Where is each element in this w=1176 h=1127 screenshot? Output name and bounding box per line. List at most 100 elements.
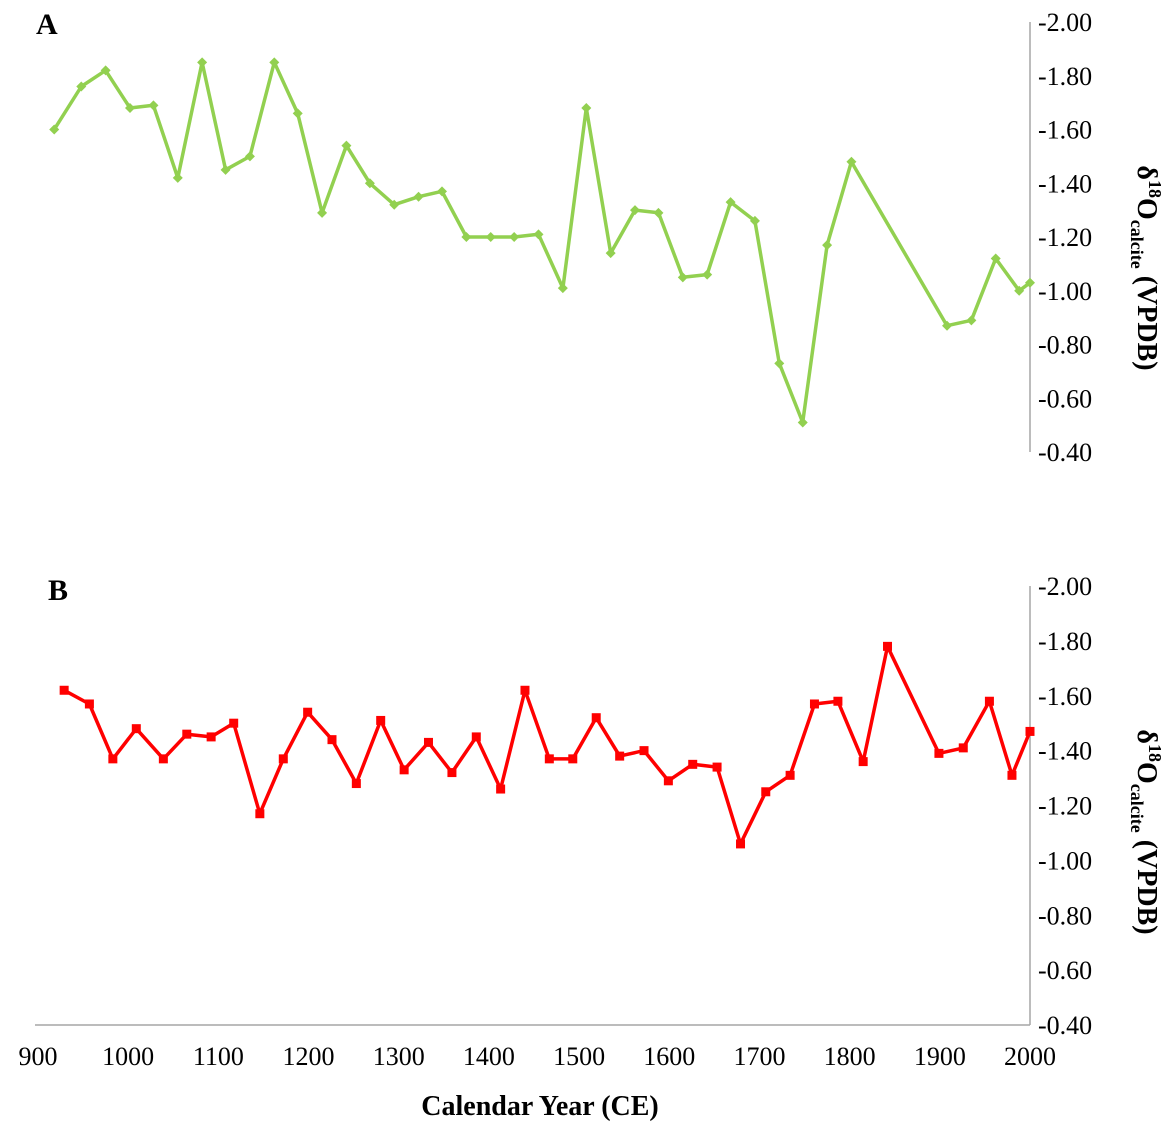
- panel-b-data-point: [591, 713, 601, 723]
- panel-a-data-point: [485, 232, 496, 242]
- panel-a-y-tick-label: -1.60: [1038, 116, 1092, 145]
- panel-a-data-point: [292, 108, 303, 119]
- panel-b-x-tick-labels: 900 1000 1100 1200 1300 1400 1500 1600 1700 1800 1…: [19, 1042, 1057, 1071]
- panel-b-ylabel-o: O: [1131, 762, 1162, 784]
- panel-b-data-point: [958, 743, 968, 753]
- panel-a-ylabel-sub: calcite: [1127, 220, 1147, 269]
- panel-b-data-point: [59, 685, 69, 695]
- x-tick-label: 1100: [193, 1042, 244, 1071]
- panel-a-y-tick-label: -0.80: [1038, 331, 1092, 360]
- panel-b-y-tick-label: -1.00: [1038, 846, 1092, 875]
- panel-a-y-tick-label: -0.40: [1038, 438, 1092, 467]
- x-tick-label: 1000: [102, 1042, 154, 1071]
- panel-a-y-tick-label: -1.80: [1038, 62, 1092, 91]
- panel-b-data-point: [399, 765, 409, 775]
- panel-b-data-point: [736, 839, 746, 849]
- panel-a-data-point: [76, 81, 87, 92]
- panel-b-data-point: [809, 699, 819, 709]
- panel-b-data-point: [663, 776, 673, 786]
- panel-a-y-tick-label: -0.60: [1038, 384, 1092, 413]
- panel-b-data-point: [423, 737, 433, 747]
- panel-b-data-point: [712, 762, 722, 772]
- panel-a-chart: A -2.00 -1.80 -1.60 -1.40 -1.20 -1.00 -0.80 -0.…: [36, 8, 1165, 467]
- panel-a-data-point: [533, 229, 544, 240]
- panel-b-data-point: [278, 754, 288, 764]
- panel-b-data-point: [761, 787, 771, 797]
- panel-a-y-tick-label: -1.40: [1038, 169, 1092, 198]
- panel-b-chart: B -2.00 -1.80 -1.60 -1.40 -1.20 -1.00 -0.80 -0.…: [19, 572, 1166, 1122]
- panel-a-data-point: [172, 172, 183, 183]
- panel-b-data-point: [447, 768, 457, 778]
- panel-a-data-point: [413, 191, 424, 202]
- panel-a-data-point: [749, 215, 760, 226]
- panel-b-ylabel-delta: δ: [1131, 729, 1162, 744]
- panel-a-data-point: [1014, 285, 1025, 296]
- panel-a-y-axis-title: δ18Ocalcite (VPDB): [1127, 165, 1165, 370]
- panel-a-data-point: [148, 100, 159, 111]
- x-tick-label: 1300: [373, 1042, 425, 1071]
- panel-b-y-tick-labels: -2.00 -1.80 -1.60 -1.40 -1.20 -1.00 -0.80 -0.60…: [1038, 572, 1092, 1040]
- panel-a-data-point: [966, 315, 977, 326]
- panel-a-y-tick-label: -1.00: [1038, 277, 1092, 306]
- panel-a-data-point: [49, 124, 60, 135]
- panel-a-data-point: [581, 103, 592, 113]
- x-tick-label: 1200: [283, 1042, 335, 1071]
- panel-b-data-point: [471, 732, 481, 742]
- panel-a-y-tick-labels: -2.00 -1.80 -1.60 -1.40 -1.20 -1.00 -0.80 -0.60…: [1038, 8, 1092, 467]
- panel-b-data-point: [544, 754, 554, 764]
- panel-b-data-point: [108, 754, 118, 764]
- panel-a-data-point: [702, 269, 713, 280]
- panel-a-data-point: [653, 207, 664, 218]
- panel-b-y-axis-title: δ18Ocalcite (VPDB): [1127, 729, 1165, 934]
- panel-a-data-point: [725, 197, 736, 208]
- panel-b-data-point: [883, 641, 893, 651]
- panel-a-ylabel-sup: 18: [1145, 180, 1165, 198]
- panel-b-data-point: [84, 699, 94, 709]
- panel-a-data-point: [364, 178, 375, 189]
- panel-a-data-point: [605, 248, 616, 259]
- x-tick-label: 1800: [824, 1042, 876, 1071]
- panel-a-data-point: [846, 156, 857, 167]
- panel-a-data-point: [990, 253, 1001, 264]
- panel-b-data-point: [496, 784, 506, 794]
- x-tick-label: 1900: [914, 1042, 966, 1071]
- x-tick-label: 2000: [1004, 1042, 1056, 1071]
- panel-b-data-point: [984, 696, 994, 706]
- panel-a-ylabel-delta: δ: [1131, 165, 1162, 180]
- panel-a-y-tick-label: -1.20: [1038, 223, 1092, 252]
- panel-b-data-point: [858, 757, 868, 767]
- panel-b-data-point: [255, 809, 265, 819]
- panel-b-data-point: [520, 685, 530, 695]
- x-tick-label: 1600: [643, 1042, 695, 1071]
- x-tick-label: 900: [19, 1042, 58, 1071]
- panel-b-data-point: [376, 715, 386, 725]
- panel-b-data-point: [158, 754, 168, 764]
- panel-b-ylabel-sub: calcite: [1127, 784, 1147, 833]
- panel-b-y-tick-label: -0.40: [1038, 1011, 1092, 1040]
- panel-a-data-point: [677, 272, 688, 283]
- panel-a-data-point: [461, 232, 472, 242]
- panel-b-data-point: [785, 770, 795, 780]
- panel-b-data-point: [182, 729, 192, 739]
- panel-b-data-point: [206, 732, 216, 742]
- panel-a-data-point: [557, 283, 568, 294]
- panel-b-letter: B: [48, 574, 68, 607]
- panel-a-data-point: [197, 57, 208, 68]
- panel-a-data-point: [124, 103, 135, 113]
- panel-a-data-point: [509, 232, 520, 242]
- panel-a-data-point: [1025, 277, 1035, 288]
- panel-b-markers: [59, 641, 1035, 849]
- panel-b-y-tick-label: -1.80: [1038, 627, 1092, 656]
- panel-a-data-point: [797, 417, 808, 428]
- panel-a-data-point: [389, 199, 400, 210]
- panel-b-data-point: [934, 748, 944, 758]
- panel-b-series-line: [63, 644, 1032, 846]
- panel-a-data-point: [244, 151, 255, 162]
- x-tick-label: 1500: [553, 1042, 605, 1071]
- panel-a-data-point: [437, 186, 448, 197]
- panel-a-series-line: [52, 60, 1032, 425]
- panel-b-data-point: [639, 746, 649, 756]
- panel-b-y-tick-label: -2.00: [1038, 572, 1092, 601]
- panel-a-data-point: [269, 57, 280, 68]
